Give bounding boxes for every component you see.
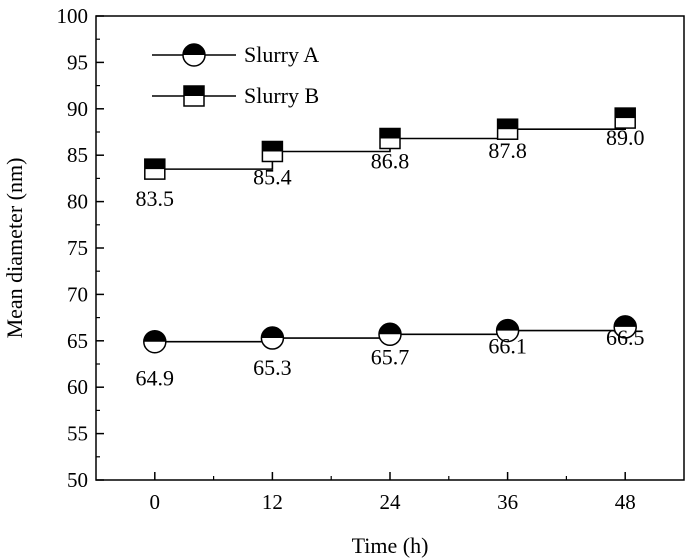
y-tick-label-100: 100 (57, 4, 89, 28)
point-slurry-a-36-fill (496, 319, 519, 331)
point-slurry-a-0-fill (143, 330, 166, 342)
x-axis-title: Time (h) (352, 533, 429, 558)
series-layer: 64.9 65.3 65.7 66.1 66.5 83.5 85.4 86.8 87.8 89.0 (136, 107, 645, 391)
y-tick-label-55: 55 (67, 422, 88, 446)
legend-item-slurry-b: Slurry B (152, 83, 319, 108)
y-tick-label-75: 75 (67, 236, 88, 260)
point-slurry-b-12-fill (262, 141, 283, 152)
data-label-slurry-b-36: 87.8 (488, 138, 527, 163)
y-axis-title: Mean diameter (nm) (2, 158, 27, 339)
series-slurry-a: 64.9 65.3 65.7 66.1 66.5 (136, 315, 645, 391)
legend-marker (183, 85, 205, 107)
y-tick-label-85: 85 (67, 143, 88, 167)
y-tick-label-80: 80 (67, 190, 88, 214)
y-tick-label-65: 65 (67, 329, 88, 353)
x-axis: 0 12 24 36 48 (150, 472, 636, 514)
point-slurry-b-36-fill (497, 119, 518, 130)
x-tick-label-24: 24 (380, 490, 402, 514)
legend-marker-fill (184, 86, 204, 96)
series-slurry-b: 83.5 85.4 86.8 87.8 89.0 (136, 107, 645, 211)
legend-label: Slurry B (244, 83, 319, 108)
point-slurry-a-24 (378, 322, 402, 347)
x-tick-label-0: 0 (150, 490, 161, 514)
point-slurry-a-12-fill (261, 327, 284, 339)
data-label-slurry-a-48: 66.5 (606, 325, 645, 350)
point-slurry-a-48 (613, 315, 637, 339)
y-tick-label-50: 50 (67, 468, 88, 492)
x-tick-label-12: 12 (262, 490, 283, 514)
data-label-slurry-b-12: 85.4 (253, 164, 292, 189)
data-label-slurry-b-48: 89.0 (606, 125, 645, 150)
point-slurry-b-24 (379, 127, 401, 150)
legend-marker-fill (183, 44, 205, 55)
data-label-slurry-a-36: 66.1 (488, 334, 527, 359)
point-slurry-a-12 (260, 326, 285, 350)
data-label-slurry-b-24: 86.8 (371, 148, 410, 173)
x-tick-label-48: 48 (615, 490, 636, 514)
point-slurry-a-24-fill (379, 323, 401, 335)
data-label-slurry-a-0: 64.9 (136, 366, 175, 391)
point-slurry-b-48 (614, 107, 636, 129)
y-tick-label-60: 60 (67, 375, 88, 399)
point-slurry-b-0-fill (144, 159, 165, 170)
point-slurry-b-36 (496, 118, 519, 140)
legend-marker (182, 43, 206, 67)
data-label-slurry-a-24: 65.7 (371, 344, 410, 369)
point-slurry-a-36 (495, 318, 520, 343)
legend-label: Slurry A (244, 42, 319, 67)
y-tick-label-95: 95 (67, 50, 88, 74)
point-slurry-a-48-fill (614, 315, 637, 327)
data-label-slurry-b-0: 83.5 (136, 186, 175, 211)
legend-item-slurry-a: Slurry A (152, 42, 319, 67)
point-slurry-b-0 (144, 158, 166, 180)
data-label-slurry-a-12: 65.3 (253, 355, 292, 380)
legend: Slurry A Slurry B (152, 42, 319, 108)
y-axis: 50 55 60 65 70 75 80 85 90 95 100 (57, 4, 104, 492)
point-slurry-b-48-fill (615, 108, 636, 119)
x-tick-label-36: 36 (497, 490, 518, 514)
y-tick-label-90: 90 (67, 97, 88, 121)
point-slurry-a-0 (143, 329, 167, 354)
point-slurry-b-12 (261, 140, 284, 163)
y-tick-label-70: 70 (67, 282, 88, 306)
point-slurry-b-24-fill (380, 128, 400, 139)
